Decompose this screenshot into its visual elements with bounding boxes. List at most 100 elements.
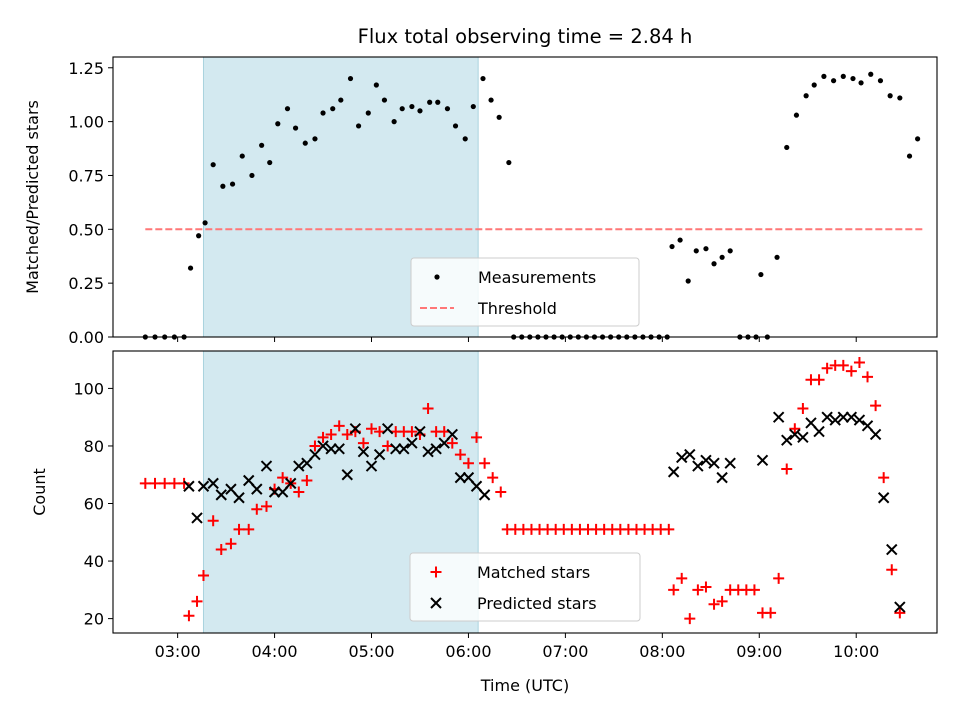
legend-label: Measurements <box>478 268 596 287</box>
data-point <box>220 183 226 189</box>
data-point <box>789 428 801 441</box>
x-tick-label: 04:00 <box>252 642 298 661</box>
data-point <box>821 411 833 423</box>
data-point <box>333 420 345 432</box>
data-point <box>797 403 809 415</box>
data-point <box>191 512 203 524</box>
data-point <box>259 142 265 148</box>
data-point <box>414 425 426 438</box>
data-point <box>845 411 858 423</box>
top-series <box>142 71 925 340</box>
chart-title: Flux total observing time = 2.84 h <box>358 25 693 48</box>
x-tick-label: 08:00 <box>639 642 685 661</box>
data-point <box>684 448 696 461</box>
legend-label: Threshold <box>477 299 557 318</box>
y-tick-label: 60 <box>84 495 104 514</box>
data-point <box>479 457 491 469</box>
legend-entry: Threshold <box>420 299 557 318</box>
data-point <box>365 460 378 472</box>
data-point <box>845 365 857 377</box>
data-point <box>438 437 450 449</box>
data-point <box>758 271 764 278</box>
data-point <box>229 181 236 187</box>
data-point <box>417 108 423 114</box>
top-legend: Measurements Threshold <box>410 257 640 327</box>
data-point <box>349 422 362 435</box>
data-point <box>347 75 354 82</box>
data-point <box>341 428 353 440</box>
data-point <box>462 136 468 142</box>
data-point <box>249 172 255 179</box>
y-tick-label: 1.25 <box>68 59 104 78</box>
data-point <box>381 422 394 435</box>
bottom-panel: 20 40 60 80 100 03:00 04:00 05:00 06:00 07:00 08:… <box>30 350 938 695</box>
data-point <box>149 477 161 489</box>
data-point <box>877 492 890 504</box>
data-point <box>506 159 512 166</box>
data-point <box>233 492 245 504</box>
y-tick-label: 100 <box>73 379 104 398</box>
top-panel: 0.00 0.25 0.50 0.75 1.00 1.25 Matched/Predict… <box>23 56 938 347</box>
data-point <box>391 119 397 125</box>
data-point <box>811 82 817 88</box>
series-predicted-stars <box>183 411 906 613</box>
data-point <box>894 607 906 619</box>
data-point <box>374 426 386 438</box>
x-tick-label: 05:00 <box>348 642 394 661</box>
data-point <box>159 477 171 489</box>
data-point <box>793 112 800 118</box>
data-point <box>480 75 486 82</box>
top-y-ticks: 0.00 0.25 0.50 0.75 1.00 1.25 <box>68 59 113 347</box>
x-tick-label: 07:00 <box>542 642 588 661</box>
data-point <box>663 523 675 535</box>
data-point <box>462 471 475 484</box>
data-point <box>784 144 790 151</box>
data-point <box>693 248 699 254</box>
data-point <box>853 357 865 369</box>
data-point <box>398 443 410 455</box>
data-point <box>676 451 688 464</box>
legend-entry: Matched stars <box>430 563 590 582</box>
data-point <box>338 97 344 103</box>
data-point <box>284 106 291 112</box>
data-point <box>496 114 502 120</box>
data-point <box>275 121 281 127</box>
data-point <box>267 159 273 166</box>
data-point <box>886 543 898 556</box>
data-point <box>243 474 255 487</box>
data-point <box>406 437 418 449</box>
data-point <box>915 136 921 142</box>
data-point <box>906 153 913 159</box>
data-point <box>724 457 736 469</box>
data-point <box>830 78 837 84</box>
data-point <box>215 544 227 556</box>
data-point <box>772 411 785 423</box>
data-point <box>260 460 273 472</box>
data-point <box>887 93 893 99</box>
data-point <box>667 466 680 478</box>
data-point <box>700 581 712 593</box>
data-point <box>309 448 321 461</box>
bottom-x-ticks: 03:00 04:00 05:00 06:00 07:00 08:00 09:00 10:00 <box>155 633 879 661</box>
data-point <box>685 278 691 284</box>
data-point <box>168 477 180 489</box>
data-point <box>700 454 712 467</box>
data-point <box>406 426 418 438</box>
legend-box <box>409 552 641 622</box>
data-point <box>462 457 474 469</box>
top-y-axis-label: Matched/Predicted stars <box>23 100 42 294</box>
data-point <box>869 428 882 441</box>
data-point <box>470 480 483 492</box>
data-point <box>781 434 793 446</box>
data-point <box>422 403 434 415</box>
y-tick-label: 20 <box>84 610 104 629</box>
data-point <box>748 584 760 596</box>
data-point <box>446 437 458 449</box>
data-point <box>317 431 329 443</box>
data-point <box>692 460 704 472</box>
x-axis-label: Time (UTC) <box>480 676 569 695</box>
y-tick-label: 0.50 <box>68 220 104 239</box>
data-point <box>837 359 849 371</box>
data-point <box>430 443 442 455</box>
data-point <box>243 523 255 535</box>
